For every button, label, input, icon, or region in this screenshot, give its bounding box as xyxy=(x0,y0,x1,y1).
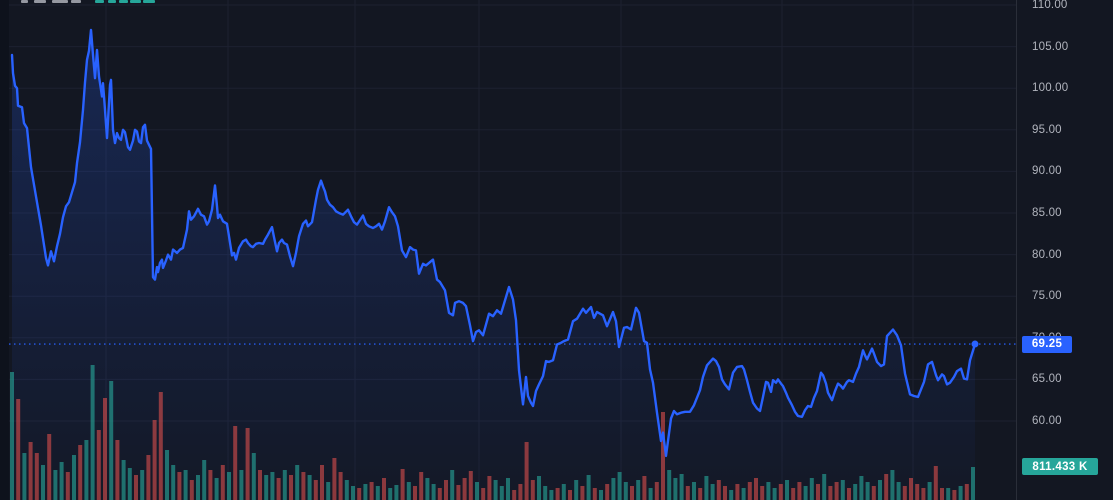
y-axis-tick: 75.00 xyxy=(1032,290,1062,303)
legend-text-fragment-teal xyxy=(108,0,116,3)
y-axis-tick: 65.00 xyxy=(1032,373,1062,386)
y-axis-tick: 60.00 xyxy=(1032,415,1062,427)
volume-bars xyxy=(10,365,975,500)
y-axis-tick: 95.00 xyxy=(1032,123,1062,136)
legend-text-fragment-gray xyxy=(21,0,28,3)
legend-text-fragment-teal xyxy=(143,0,155,3)
last-price-dot xyxy=(971,340,979,348)
current-price-badge: 69.25 xyxy=(1022,335,1072,353)
y-axis-tick: 80.00 xyxy=(1032,248,1062,261)
legend-text-fragment-gray xyxy=(52,0,68,3)
price-chart-pane[interactable] xyxy=(0,0,1016,500)
price-line xyxy=(10,28,977,458)
left-margin-strip xyxy=(0,0,9,500)
legend-text-fragment-teal xyxy=(95,0,104,3)
y-axis-tick: 85.00 xyxy=(1032,207,1062,219)
y-axis-tick: 100.00 xyxy=(1032,82,1069,95)
legend-text-fragment-gray xyxy=(34,0,46,3)
price-axis[interactable]: 110.00 105.00 100.00 95.00 90.00 85.00 80.00 75… xyxy=(1016,0,1113,500)
y-axis-tick: 90.00 xyxy=(1032,165,1062,178)
current-volume-badge: 811.433 K xyxy=(1022,458,1098,475)
legend-text-fragment-teal xyxy=(119,0,128,3)
y-axis-tick: 110.00 xyxy=(1032,0,1068,11)
area-fill xyxy=(12,30,975,500)
y-axis-tick: 105.00 xyxy=(1032,40,1069,53)
legend-text-fragment-teal xyxy=(130,0,141,3)
legend-text-fragment-gray xyxy=(71,0,81,3)
